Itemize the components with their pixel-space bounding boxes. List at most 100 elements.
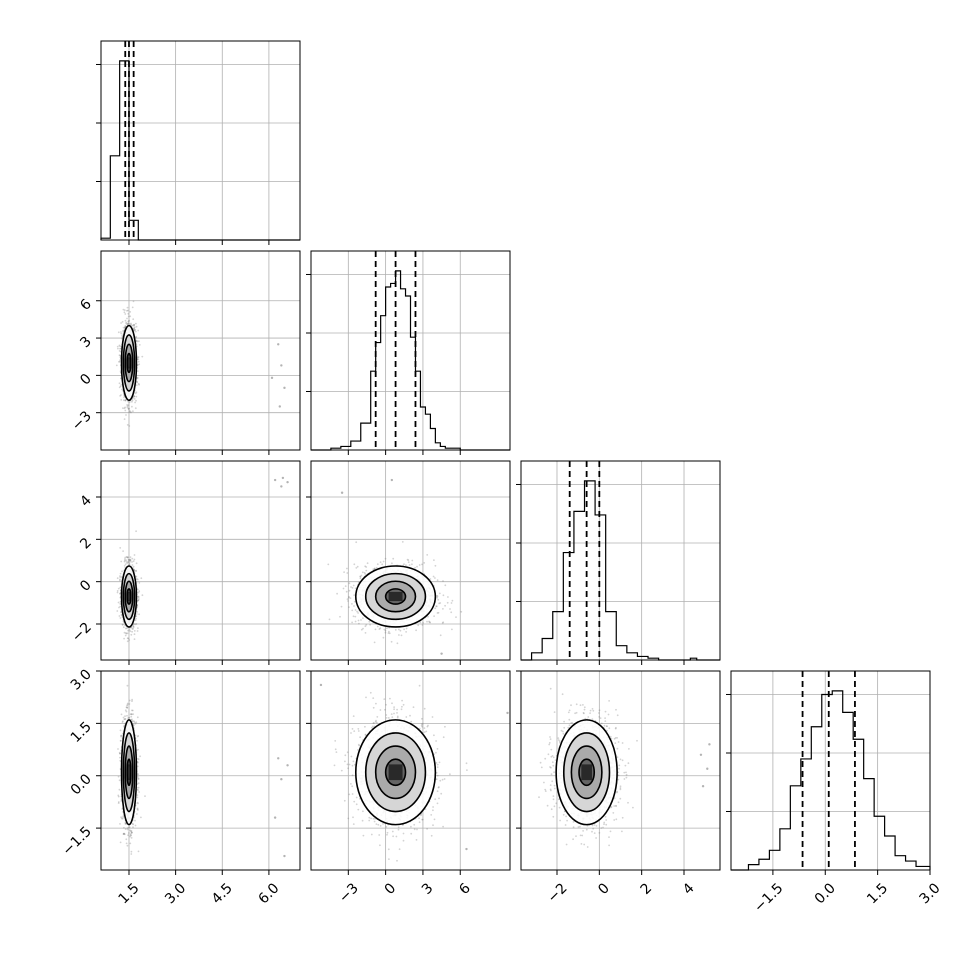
scatter-point <box>346 572 349 574</box>
scatter-point <box>133 327 135 330</box>
scatter-point <box>131 306 134 309</box>
scatter-point <box>118 606 120 609</box>
scatter-point <box>394 629 397 631</box>
scatter-point <box>133 720 135 723</box>
scatter-point <box>138 582 141 584</box>
scatter-point <box>126 627 128 630</box>
scatter-point <box>116 345 119 348</box>
scatter-point <box>436 596 438 599</box>
scatter-point <box>354 615 357 618</box>
scatter-point <box>137 773 140 776</box>
scatter-point <box>388 632 391 635</box>
scatter-point <box>125 632 128 635</box>
scatter-point <box>351 603 353 605</box>
scatter-point <box>436 595 439 598</box>
scatter-point <box>136 630 139 632</box>
scatter-point <box>365 566 368 568</box>
scatter-point <box>135 562 138 565</box>
scatter-point <box>126 306 129 309</box>
scatter-point <box>127 561 130 564</box>
scatter-point <box>137 599 140 602</box>
scatter-point <box>124 634 127 637</box>
scatter-point <box>347 600 349 602</box>
scatter-point <box>117 601 120 604</box>
scatter-point <box>134 330 137 333</box>
scatter-point <box>137 802 139 805</box>
scatter-point <box>120 613 123 616</box>
scatter-point <box>352 615 355 618</box>
scatter-point <box>361 571 364 574</box>
scatter-point <box>135 578 138 580</box>
scatter-point <box>137 597 140 599</box>
scatter-point <box>354 620 357 623</box>
scatter-point <box>133 623 135 625</box>
scatter-point <box>348 595 350 598</box>
scatter-point <box>119 572 122 575</box>
scatter-point <box>135 335 138 338</box>
scatter-point <box>136 370 139 372</box>
scatter-point <box>359 575 362 578</box>
scatter-point <box>119 575 121 577</box>
scatter-point <box>354 609 357 611</box>
scatter-point <box>120 560 123 563</box>
scatter-point <box>126 704 128 707</box>
scatter-point <box>359 576 362 578</box>
scatter-point <box>127 404 130 407</box>
scatter-point <box>124 313 127 315</box>
scatter-point <box>344 585 347 587</box>
scatter-point <box>336 592 338 595</box>
scatter-point <box>124 319 127 322</box>
scatter-point <box>353 605 355 607</box>
scatter-point <box>122 330 125 333</box>
scatter-point <box>132 626 135 628</box>
scatter-point <box>435 605 438 608</box>
scatter-point <box>400 634 403 637</box>
scatter-point <box>128 410 131 412</box>
scatter-point <box>374 628 377 631</box>
scatter-point <box>407 559 410 561</box>
density-peak <box>388 591 403 602</box>
scatter-point <box>133 398 136 400</box>
scatter-point <box>422 622 424 624</box>
scatter-point <box>131 561 133 563</box>
scatter-point <box>127 320 130 323</box>
scatter-point <box>444 584 447 587</box>
scatter-point <box>130 411 132 414</box>
scatter-point <box>117 587 120 590</box>
scatter-point <box>129 559 131 562</box>
scatter-point <box>127 629 129 632</box>
scatter-point <box>375 566 378 569</box>
scatter-point <box>126 556 129 559</box>
scatter-point <box>131 324 133 327</box>
scatter-point <box>126 424 129 426</box>
scatter-point <box>132 625 135 628</box>
scatter-point <box>137 358 140 361</box>
scatter-point <box>135 617 137 620</box>
scatter-point <box>120 734 123 737</box>
scatter-point <box>136 765 139 768</box>
scatter-point <box>360 628 363 631</box>
scatter-point <box>128 559 131 561</box>
scatter-point <box>386 627 388 630</box>
scatter-point <box>127 315 130 318</box>
scatter-point <box>124 627 127 630</box>
scatter-point <box>126 640 129 643</box>
scatter-point <box>126 405 129 407</box>
scatter-point <box>436 612 439 614</box>
scatter-point <box>434 564 437 567</box>
scatter-point <box>355 567 358 569</box>
scatter-point <box>364 573 367 575</box>
scatter-point <box>126 562 129 565</box>
scatter-point <box>137 776 139 778</box>
scatter-point <box>451 628 453 631</box>
scatter-point <box>119 354 122 357</box>
scatter-point <box>122 626 125 629</box>
scatter-point <box>136 807 139 810</box>
scatter-point <box>127 561 130 563</box>
scatter-point <box>281 476 285 480</box>
scatter-point <box>349 597 352 600</box>
scatter-point <box>122 833 125 835</box>
scatter-point <box>273 478 277 482</box>
scatter-point <box>433 559 435 561</box>
